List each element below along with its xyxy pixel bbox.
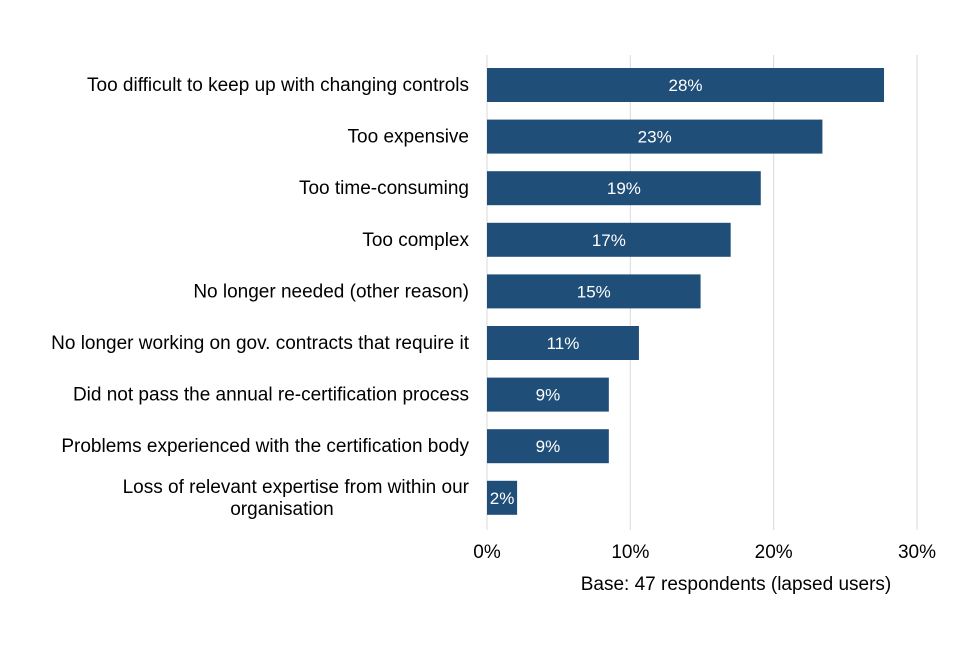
x-tick-label: 20% bbox=[755, 542, 793, 563]
bar bbox=[487, 222, 731, 257]
bar bbox=[487, 480, 518, 515]
bar bbox=[487, 171, 761, 206]
bar-data-label: 2% bbox=[490, 489, 515, 508]
category-label: Too expensive bbox=[348, 127, 469, 148]
x-tick-label: 0% bbox=[473, 542, 501, 563]
bar bbox=[487, 68, 885, 102]
bar bbox=[487, 119, 823, 154]
category-label: Too difficult to keep up with changing c… bbox=[87, 75, 469, 96]
category-label: organisation bbox=[230, 499, 334, 520]
x-tick-label: 10% bbox=[611, 542, 649, 563]
x-tick-label: 30% bbox=[898, 542, 936, 563]
category-label: Too complex bbox=[362, 230, 469, 251]
category-label: Loss of relevant expertise from within o… bbox=[123, 477, 470, 498]
bar-data-label: 15% bbox=[577, 282, 611, 301]
bar-layer: 28% 23% 19% 17% 15% 11% 9% 9% 2% bbox=[487, 68, 885, 515]
category-label: No longer working on gov. contracts that… bbox=[51, 333, 470, 354]
bar-data-label: 9% bbox=[536, 437, 561, 456]
bar-data-label: 19% bbox=[607, 179, 641, 198]
bar bbox=[487, 326, 639, 360]
bar-data-label: 23% bbox=[638, 128, 672, 147]
bar-data-label: 17% bbox=[592, 231, 626, 250]
category-label: Too time-consuming bbox=[299, 178, 469, 199]
bar bbox=[487, 377, 609, 412]
category-label: Did not pass the annual re-certification… bbox=[73, 385, 469, 406]
bar bbox=[487, 274, 701, 309]
category-label: Problems experienced with the certificat… bbox=[61, 436, 469, 457]
bar-data-label: 9% bbox=[536, 386, 561, 405]
category-label-layer: Too difficult to keep up with changing c… bbox=[51, 75, 470, 520]
x-axis-title: Base: 47 respondents (lapsed users) bbox=[581, 574, 892, 595]
bar-data-label: 28% bbox=[669, 76, 703, 95]
x-axis: 0% 10% 20% 30% bbox=[473, 542, 936, 563]
bar bbox=[487, 429, 609, 464]
category-label: No longer needed (other reason) bbox=[193, 281, 469, 302]
bar-data-label: 11% bbox=[547, 334, 580, 353]
